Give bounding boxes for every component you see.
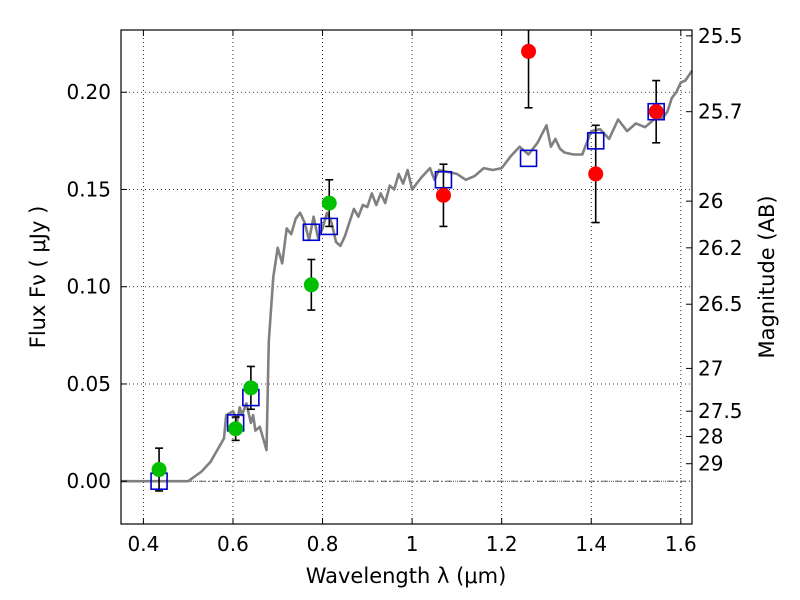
model-band-square: [320, 217, 339, 236]
observed-point-red: [521, 43, 537, 59]
right-tick-label: 27: [698, 356, 723, 380]
observed-point-green: [321, 195, 337, 211]
y-tick-label: 0.20: [66, 80, 111, 104]
model-band-square: [302, 223, 321, 242]
right-tick-label: 25.7: [698, 100, 743, 124]
x-tick-label: 0.4: [127, 532, 159, 556]
x-tick-label: 1: [406, 532, 419, 556]
x-tick-label: 0.6: [217, 532, 249, 556]
right-tick-label: 29: [698, 452, 723, 476]
observed-point-red: [435, 187, 451, 203]
right-tick-label: 26: [698, 189, 723, 213]
plot-frame: [120, 29, 693, 525]
observed-point-red: [588, 166, 604, 182]
model-band-square: [434, 170, 453, 189]
observed-point-green: [303, 277, 319, 293]
right-tick-label: 27.5: [698, 399, 743, 423]
observed-point-green: [228, 421, 244, 437]
observed-point-green: [243, 380, 259, 396]
y-tick-label: 0.05: [66, 372, 111, 396]
y-tick-label: 0.15: [66, 177, 111, 201]
model-band-square: [519, 149, 538, 168]
y-tick-label: 0.00: [66, 469, 111, 493]
right-axis-title: Magnitude (AB): [755, 195, 779, 358]
x-tick-label: 1.4: [575, 532, 607, 556]
x-tick-label: 1.2: [486, 532, 518, 556]
right-tick-label: 28: [698, 424, 723, 448]
data-marks: [150, 30, 665, 492]
axis-ticks: 0.4 0.6 0.8 1 1.2 1.4 1.6 0.00 0.05 0.10 0.15 0.20 2…: [66, 24, 742, 556]
observed-point-green: [151, 462, 167, 478]
right-tick-label: 26.5: [698, 292, 743, 316]
right-tick-label: 26.2: [698, 236, 743, 260]
y-tick-label: 0.10: [66, 275, 111, 299]
y-axis-title-text: Flux Fν ( μJy ): [26, 206, 50, 349]
y-axis-title: Flux Fν ( μJy ): [26, 206, 50, 349]
right-axis-title-text: Magnitude (AB): [755, 195, 779, 358]
model-sed-line: [121, 70, 694, 483]
model-band-square: [647, 102, 665, 121]
observed-point-red: [648, 104, 664, 120]
model-band-square: [586, 132, 605, 150]
x-axis-title: Wavelength λ (μm): [306, 564, 507, 588]
x-axis-title-text: Wavelength λ (μm): [306, 564, 507, 588]
x-tick-label: 1.6: [665, 532, 697, 556]
right-tick-label: 25.5: [698, 24, 743, 48]
x-tick-label: 0.8: [307, 532, 339, 556]
